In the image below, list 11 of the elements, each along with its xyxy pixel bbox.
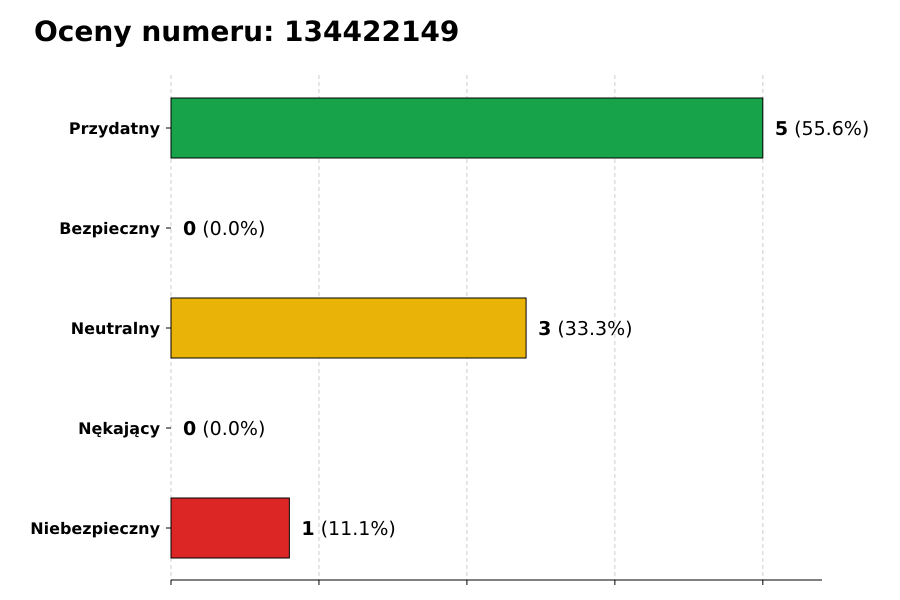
- data-label: 0 (0.0%): [183, 418, 266, 440]
- chart-title: Oceny numeru: 134422149: [34, 15, 460, 48]
- data-label: 5 (55.6%): [774, 118, 870, 140]
- data-label: 3 (33.3%): [538, 318, 633, 340]
- y-tick-label: Przydatny: [68, 119, 161, 138]
- y-tick-label: Bezpieczny: [59, 219, 161, 238]
- y-tick-label: Nękający: [78, 419, 161, 438]
- data-label: 1 (11.1%): [301, 518, 396, 540]
- y-tick-label: Niebezpieczny: [30, 519, 161, 538]
- y-tick-label: Neutralny: [70, 319, 161, 338]
- data-label: 0 (0.0%): [183, 218, 266, 240]
